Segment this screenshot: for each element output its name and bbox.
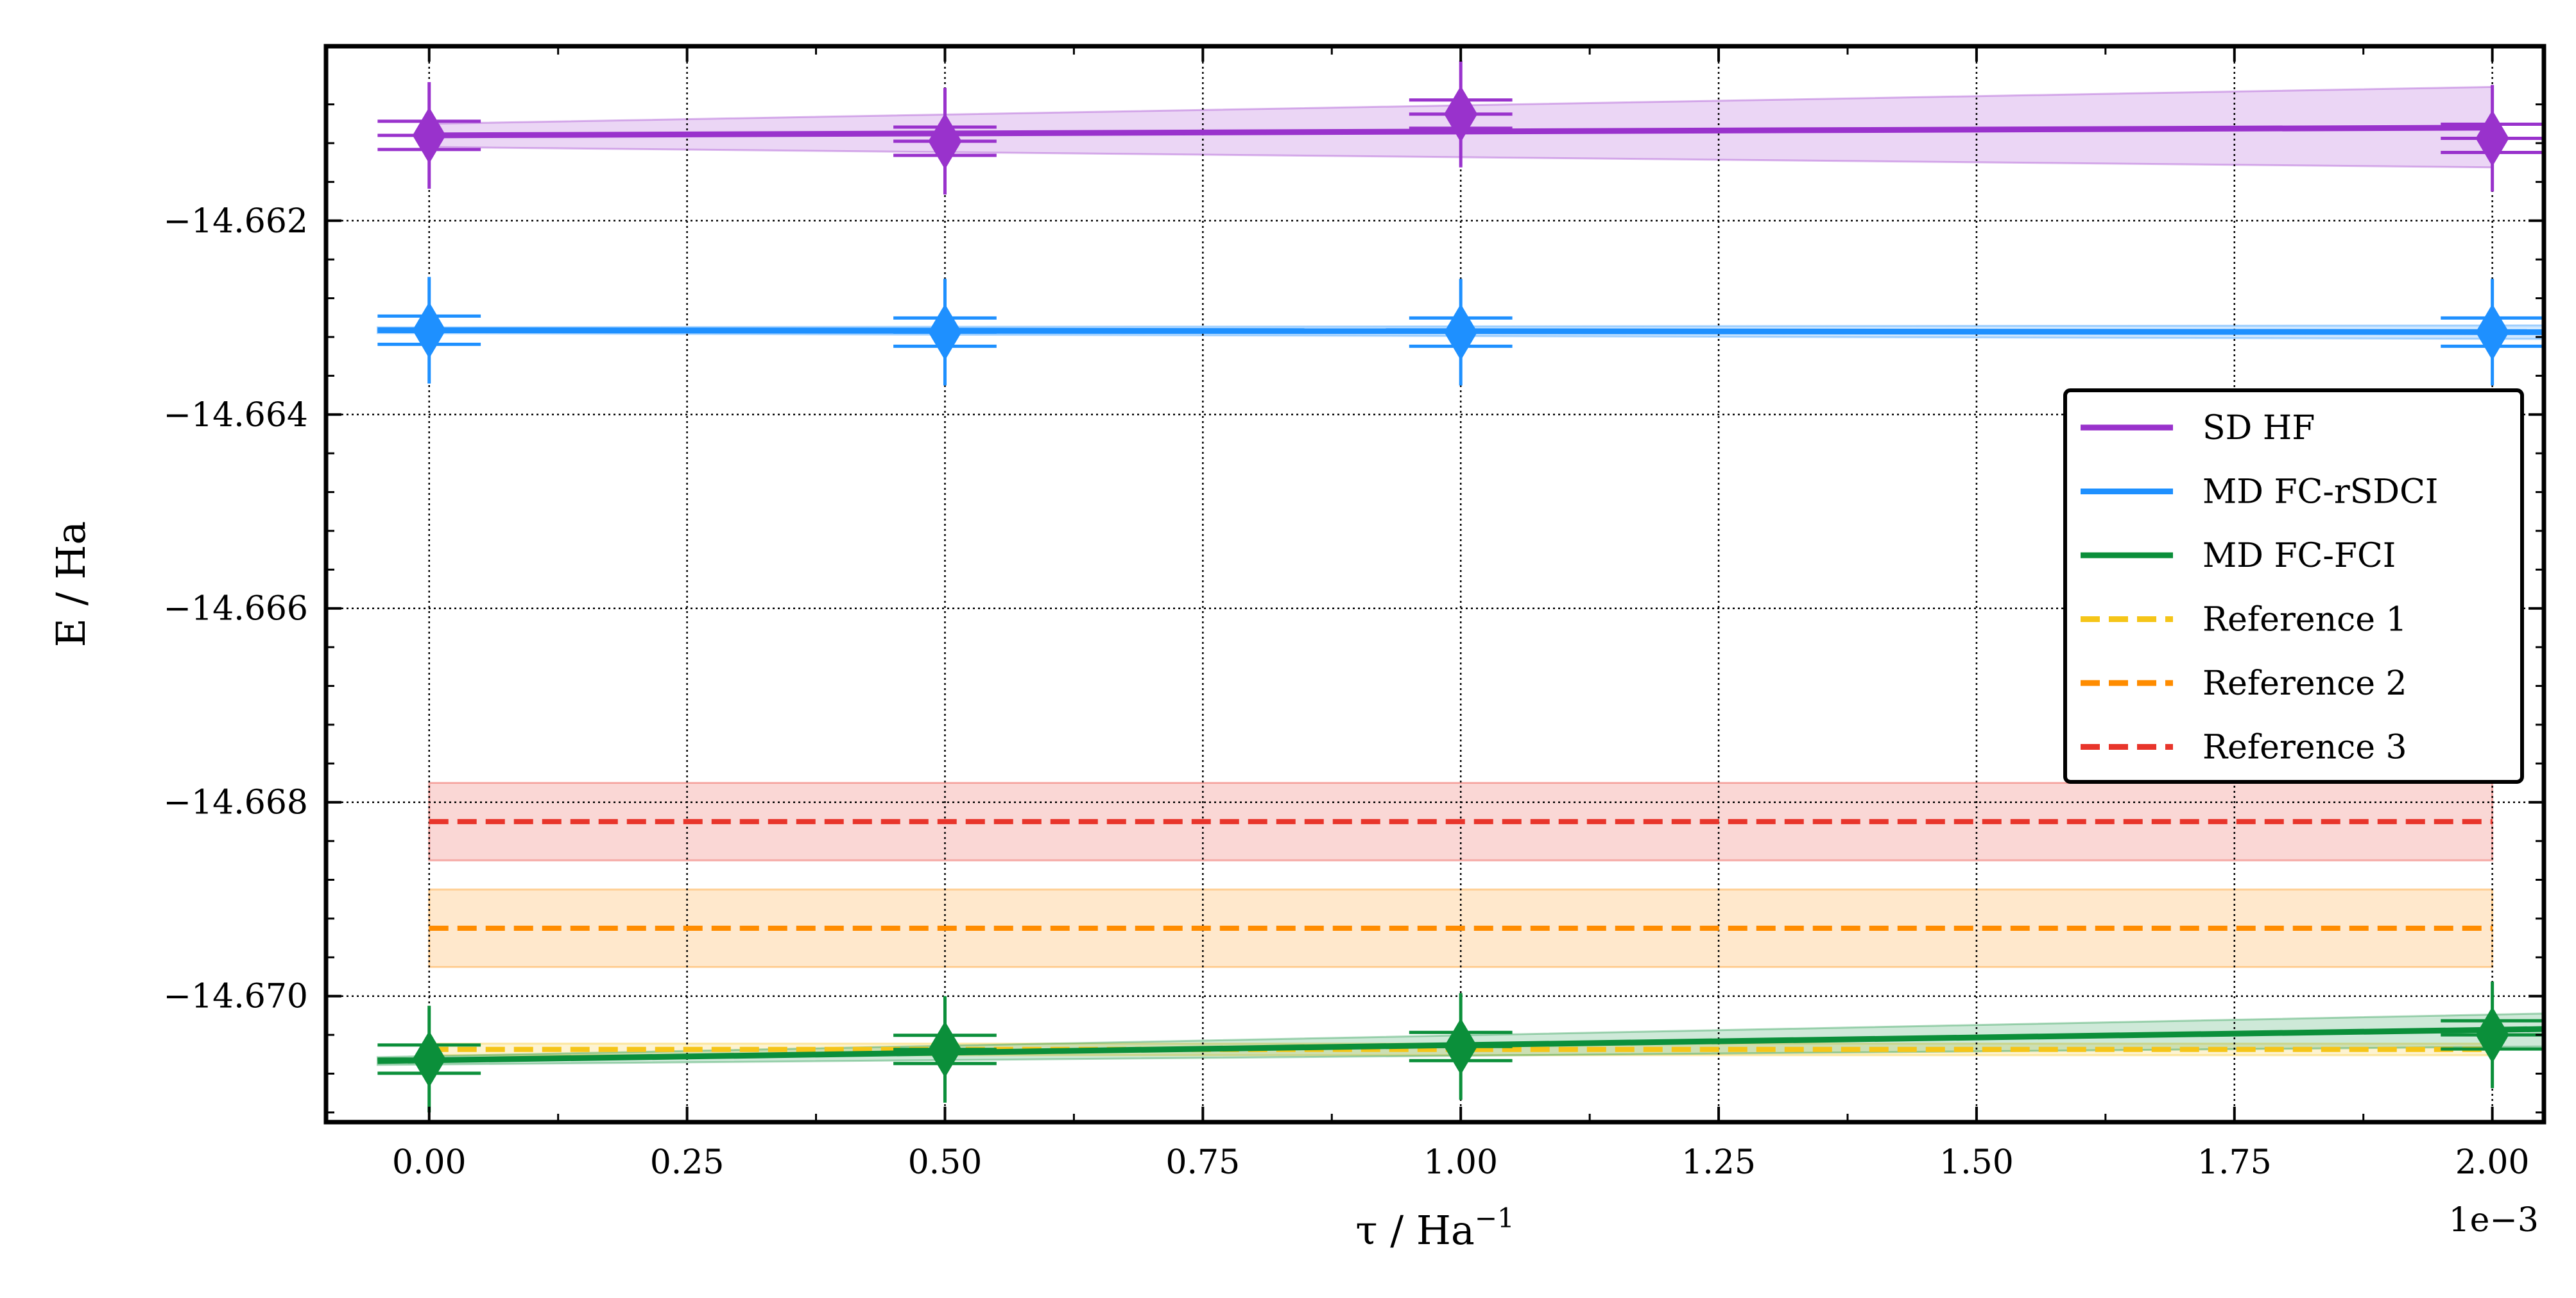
data-point-series-3-1 [412, 1030, 446, 1087]
legend-item-2: MD FC-rSDCI [2081, 473, 2438, 512]
y-tick-label-0: −14.662 [163, 202, 308, 241]
series-layer [377, 60, 2545, 1112]
x-ticks [427, 46, 2494, 1122]
legend-label: Reference 2 [2202, 664, 2407, 703]
x-tick-label-6: 1.50 [1939, 1143, 2014, 1182]
legend-label: MD FC-FCI [2202, 537, 2396, 575]
legend-label: SD HF [2202, 409, 2315, 447]
legend: SD HF MD FC-rSDCI MD FC-FCI Reference 1 Refe… [2063, 388, 2524, 784]
data-point-series-1-3 [1444, 85, 1478, 143]
legend-label: Reference 3 [2202, 729, 2407, 767]
data-point-series-1-2 [928, 112, 962, 169]
data-point-series-2-4 [2475, 304, 2509, 361]
legend-items: SD HF MD FC-rSDCI MD FC-FCI Reference 1 Refe… [2081, 409, 2438, 767]
x-tick-label-3: 0.75 [1165, 1143, 1240, 1182]
legend-box [2063, 388, 2524, 784]
y-tick-label-4: −14.670 [163, 978, 308, 1016]
legend-label: Reference 1 [2202, 601, 2407, 639]
legend-label: MD FC-rSDCI [2202, 473, 2438, 512]
x-tick-label-8: 2.00 [2455, 1143, 2530, 1182]
x-axis-label-superscript: −1 [1475, 1202, 1515, 1234]
data-point-series-1-4 [2475, 110, 2509, 167]
legend-item-3: MD FC-FCI [2081, 537, 2396, 575]
x-axis-label: τ / Ha−1 [1355, 1202, 1515, 1254]
y-tick-label-3: −14.668 [163, 784, 308, 822]
x-tick-label-1: 0.25 [650, 1143, 725, 1182]
x-tick-label-0: 0.00 [392, 1143, 467, 1182]
data-point-series-3-2 [928, 1021, 962, 1078]
legend-item-6: Reference 3 [2081, 729, 2407, 767]
data-point-series-3-3 [1444, 1018, 1478, 1075]
data-point-series-2-3 [1444, 304, 1478, 361]
plot-frame [323, 44, 2546, 1125]
data-point-series-1-1 [412, 107, 446, 164]
y-tick-label-2: −14.666 [163, 590, 308, 628]
legend-item-5: Reference 2 [2081, 664, 2407, 703]
legend-item-1: SD HF [2081, 409, 2315, 447]
x-tick-label-7: 1.75 [2197, 1143, 2272, 1182]
data-point-series-2-1 [412, 302, 446, 359]
x-axis-label-main: τ / Ha [1355, 1207, 1475, 1254]
data-point-series-3-4 [2475, 1007, 2509, 1064]
tick-labels-layer: 0.00 0.25 0.50 0.75 1.00 1.25 1.50 1.75 2.00 −14.… [163, 202, 2529, 1182]
y-tick-label-1: −14.664 [163, 396, 308, 435]
x-offset-label: 1e−3 [2448, 1201, 2539, 1240]
x-tick-label-4: 1.00 [1423, 1143, 1498, 1182]
legend-item-4: Reference 1 [2081, 601, 2407, 639]
y-axis-label: E / Ha [47, 521, 94, 648]
x-tick-label-2: 0.50 [908, 1143, 983, 1182]
x-tick-label-5: 1.25 [1681, 1143, 1756, 1182]
data-point-series-2-2 [928, 304, 962, 361]
